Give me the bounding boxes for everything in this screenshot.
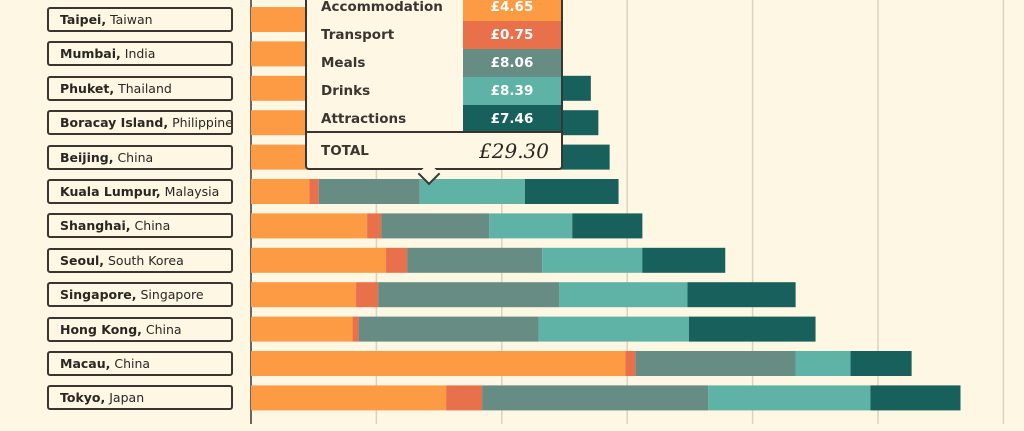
bar-segment-accommodation[interactable] <box>251 316 353 342</box>
country-name: South Korea <box>108 252 184 268</box>
city-name: Beijing, <box>60 149 114 165</box>
bar-segment-drinks[interactable] <box>538 316 689 342</box>
bar-segment-attractions[interactable] <box>572 213 643 239</box>
bar-segment-transport[interactable] <box>386 247 408 273</box>
tooltip-row: Drinks £8.39 <box>307 77 561 105</box>
category-label: Singapore, Singapore <box>47 282 233 308</box>
country-name: Taiwan <box>110 12 153 27</box>
country-name: Philippines <box>172 115 233 131</box>
bar-segment-accommodation[interactable] <box>251 179 310 204</box>
category-label: Mumbai, India <box>47 41 233 67</box>
bar-segment-meals[interactable] <box>318 179 420 204</box>
bar-segment-meals[interactable] <box>482 385 709 411</box>
bar-segment-drinks[interactable] <box>419 179 525 204</box>
tooltip-category: Transport <box>321 27 395 43</box>
tooltip: Accommodation £4.65 Transport £0.75 Meals £8.… <box>305 0 563 170</box>
category-label: Kuala Lumpur, Malaysia <box>47 179 233 204</box>
tooltip-total: TOTAL £29.30 <box>307 131 561 170</box>
tooltip-row: Accommodation £4.65 <box>307 0 561 21</box>
bar-segment-drinks[interactable] <box>559 282 688 308</box>
category-label: Tokyo, Japan <box>47 385 233 411</box>
category-label: Hong Kong, China <box>47 316 233 342</box>
bar-segment-meals[interactable] <box>358 316 539 342</box>
bar-segment-meals[interactable] <box>635 351 796 376</box>
city-name: Hong Kong, <box>60 321 142 337</box>
bar-segment-accommodation[interactable] <box>251 247 387 273</box>
bar-segment-transport[interactable] <box>446 385 483 411</box>
tooltip-value: £8.06 <box>463 49 561 77</box>
country-name: Thailand <box>118 80 172 96</box>
tooltip-value: £0.75 <box>463 21 561 49</box>
city-name: Macau, <box>60 356 111 371</box>
bar-segment-attractions[interactable] <box>850 351 912 376</box>
country-name: Japan <box>109 390 145 406</box>
category-label: Shanghai, China <box>47 213 233 239</box>
bar-segment-meals[interactable] <box>407 247 543 273</box>
bar-segment-accommodation[interactable] <box>251 385 447 411</box>
city-name: Singapore, <box>60 287 137 303</box>
city-name: Shanghai, <box>60 218 131 234</box>
country-name: China <box>134 218 171 234</box>
bar-segment-meals[interactable] <box>378 282 560 308</box>
bar-segment-transport[interactable] <box>356 282 379 308</box>
bar-segment-transport[interactable] <box>625 351 636 376</box>
tooltip-value: £4.65 <box>463 0 561 21</box>
category-label: Phuket, Thailand <box>47 75 233 101</box>
city-name: Kuala Lumpur, <box>60 184 161 199</box>
bar-segment-transport[interactable] <box>367 213 382 239</box>
city-name: Taipei, <box>60 12 107 27</box>
city-name: Mumbai, <box>60 46 121 62</box>
tooltip-category: Drinks <box>321 83 371 99</box>
tooltip-category: Attractions <box>321 111 407 127</box>
bar-segment-attractions[interactable] <box>642 247 726 273</box>
bar-segment-attractions[interactable] <box>870 385 961 411</box>
country-name: China <box>117 149 154 165</box>
category-label: Seoul, South Korea <box>47 247 233 273</box>
tooltip-category: Accommodation <box>321 0 443 15</box>
tooltip-row: Transport £0.75 <box>307 21 561 49</box>
tooltip-row: Meals £8.06 <box>307 49 561 77</box>
bar-segment-attractions[interactable] <box>524 179 619 204</box>
bar-segment-transport[interactable] <box>352 316 359 342</box>
country-name: China <box>114 356 151 371</box>
bar-segment-accommodation[interactable] <box>251 213 368 239</box>
total-label: TOTAL <box>321 143 369 159</box>
category-label: Boracay Island, Philippines <box>47 110 233 136</box>
city-name: Boracay Island, <box>60 115 169 131</box>
bar-segment-meals[interactable] <box>381 213 490 239</box>
bar-segment-transport[interactable] <box>309 179 319 204</box>
bar-segment-drinks[interactable] <box>489 213 573 239</box>
category-label: Beijing, China <box>47 144 233 170</box>
tooltip-category: Meals <box>321 55 366 71</box>
bar-segment-attractions[interactable] <box>687 282 796 308</box>
bar-segment-attractions[interactable] <box>688 316 816 342</box>
tooltip-value: £7.46 <box>463 105 561 133</box>
city-name: Tokyo, <box>60 390 106 406</box>
city-name: Seoul, <box>60 252 105 268</box>
country-name: Singapore <box>140 287 204 303</box>
country-name: India <box>124 46 156 62</box>
tooltip-row: Attractions £7.46 <box>307 105 561 133</box>
category-label: Macau, China <box>47 351 233 376</box>
bar-segment-drinks[interactable] <box>542 247 643 273</box>
bar-segment-accommodation[interactable] <box>251 351 626 376</box>
country-name: China <box>145 321 182 337</box>
category-label: Taipei, Taiwan <box>47 7 233 32</box>
city-name: Phuket, <box>60 80 115 96</box>
total-value: £29.30 <box>479 139 549 163</box>
country-name: Malaysia <box>164 184 220 199</box>
bar-segment-drinks[interactable] <box>708 385 871 411</box>
tooltip-value: £8.39 <box>463 77 561 105</box>
bar-segment-accommodation[interactable] <box>251 282 357 308</box>
bar-segment-drinks[interactable] <box>795 351 851 376</box>
